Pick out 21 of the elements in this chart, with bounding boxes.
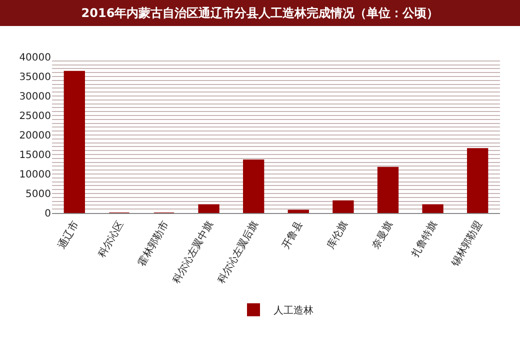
y-tick-label: 0	[44, 208, 51, 220]
x-tick-label: 锡林郭勒盟	[448, 219, 485, 270]
x-tick-label: 奈曼旗	[370, 219, 395, 251]
y-tick-label: 30000	[19, 92, 51, 102]
x-tick-label: 扎鲁特旗	[409, 219, 440, 260]
x-tick-label: 库伦旗	[324, 219, 350, 251]
x-tick-label: 通辽市	[56, 219, 82, 251]
y-tick-label: 15000	[19, 150, 51, 161]
chart-title: 2016年内蒙古自治区通辽市分县人工造林完成情况（单位：公顷）	[81, 6, 439, 20]
x-tick-label: 科尔沁区	[96, 219, 126, 260]
y-tick-label: 25000	[19, 111, 51, 122]
y-tick-label: 35000	[19, 72, 51, 83]
legend-label: 人工造林	[274, 304, 314, 317]
x-tick-label: 开鲁县	[280, 219, 306, 251]
y-tick-label: 10000	[19, 170, 51, 180]
x-tick-label: 科尔沁左翼中旗	[170, 219, 216, 286]
x-tick-label: 科尔沁左翼后旗	[215, 219, 261, 286]
y-tick-label: 5000	[26, 189, 51, 200]
y-tick-label: 40000	[19, 52, 51, 64]
x-tick-label: 霍林郭勒市	[136, 219, 171, 268]
y-tick-label: 20000	[19, 130, 51, 142]
